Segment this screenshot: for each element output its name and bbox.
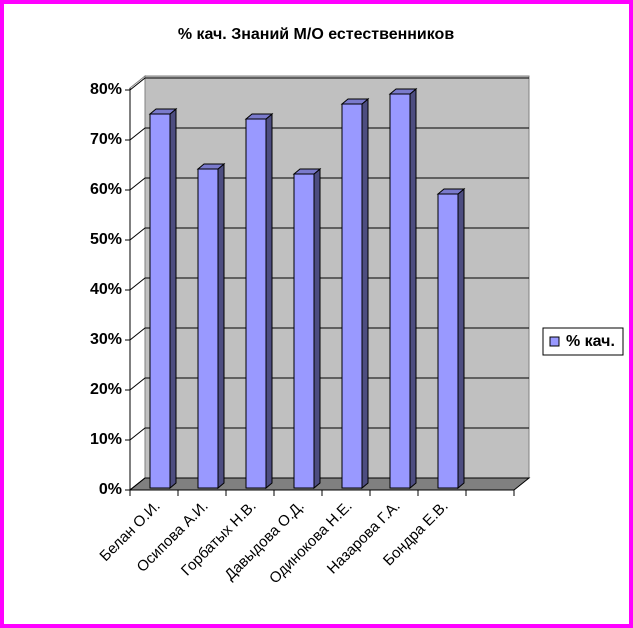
bar-side	[265, 112, 273, 490]
bar	[196, 162, 226, 490]
y-tick-label: 50%	[90, 231, 122, 248]
bar-front	[437, 193, 459, 489]
bar	[244, 112, 274, 490]
bar-front	[149, 113, 171, 489]
y-tick-label: 80%	[90, 81, 122, 98]
y-tick-label: 40%	[90, 281, 122, 298]
legend-label: % кач.	[566, 333, 615, 350]
bar-front	[389, 93, 411, 489]
bar-side	[457, 187, 465, 490]
y-tick-label: 60%	[90, 181, 122, 198]
y-tick-label: 10%	[90, 431, 122, 448]
chart-title: % кач. Знаний М/О естественников	[178, 26, 454, 43]
y-tick-label: 30%	[90, 331, 122, 348]
bar-front	[245, 118, 267, 489]
bar	[148, 107, 178, 490]
legend-swatch	[549, 336, 560, 347]
bar-side	[313, 167, 321, 490]
y-tick-label: 0%	[99, 481, 122, 498]
grid-line	[129, 77, 529, 91]
bar-front	[293, 173, 315, 489]
bar-side	[361, 97, 369, 490]
bar-side	[169, 107, 177, 490]
bar	[436, 187, 466, 490]
bar-side	[409, 87, 417, 490]
bar	[388, 87, 418, 490]
y-tick-label: 20%	[90, 381, 122, 398]
bar-front	[341, 103, 363, 489]
bar	[292, 167, 322, 490]
floor	[128, 477, 531, 491]
legend: % кач.	[542, 327, 624, 356]
bar-front	[197, 168, 219, 489]
bar-side	[217, 162, 225, 490]
y-tick-label: 70%	[90, 131, 122, 148]
bar	[340, 97, 370, 490]
